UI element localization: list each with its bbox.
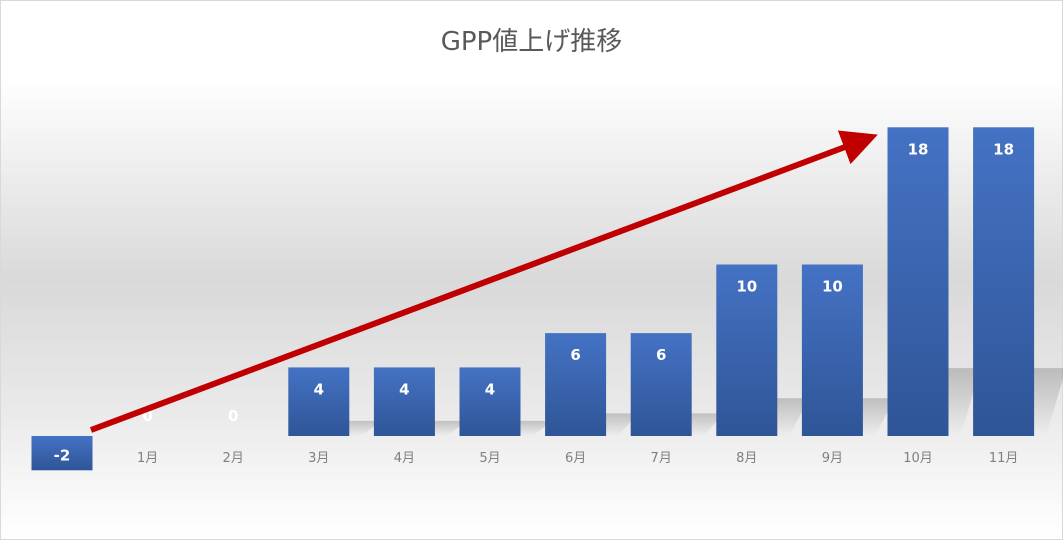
bar — [801, 264, 863, 436]
chart-title: GPP値上げ推移 — [440, 27, 623, 57]
bar — [887, 127, 949, 437]
data-label: 10 — [736, 278, 757, 296]
x-tick-label: 10月 — [903, 451, 933, 466]
data-label: 4 — [399, 380, 409, 398]
data-label: 0 — [142, 407, 152, 425]
x-tick-label: 9月 — [822, 451, 843, 466]
data-label: 6 — [656, 346, 666, 364]
bar — [373, 367, 435, 436]
data-label: 0 — [228, 407, 238, 425]
data-label: 6 — [570, 346, 580, 364]
data-label: -2 — [54, 446, 71, 464]
x-tick-label: 6月 — [565, 451, 586, 466]
x-tick-label: 3月 — [308, 451, 329, 466]
bar — [630, 333, 692, 436]
x-tick-label: 11月 — [989, 451, 1019, 466]
data-label: 18 — [908, 140, 929, 158]
x-tick-label: 2月 — [223, 451, 244, 466]
bar — [459, 367, 521, 436]
x-tick-label: 5月 — [479, 451, 500, 466]
data-label: 4 — [314, 380, 324, 398]
x-tick-label: 1月 — [137, 451, 158, 466]
trend-arrow — [89, 130, 878, 433]
x-tick-label: 7月 — [651, 451, 672, 466]
bar — [973, 127, 1035, 437]
x-tick-label: 8月 — [736, 451, 757, 466]
x-tick-label: 4月 — [394, 451, 415, 466]
data-label: 10 — [822, 278, 843, 296]
bar — [716, 264, 778, 436]
data-label: 18 — [993, 140, 1014, 158]
bar — [288, 367, 350, 436]
data-label: 4 — [485, 380, 495, 398]
bar — [545, 333, 607, 436]
bar — [31, 436, 93, 471]
